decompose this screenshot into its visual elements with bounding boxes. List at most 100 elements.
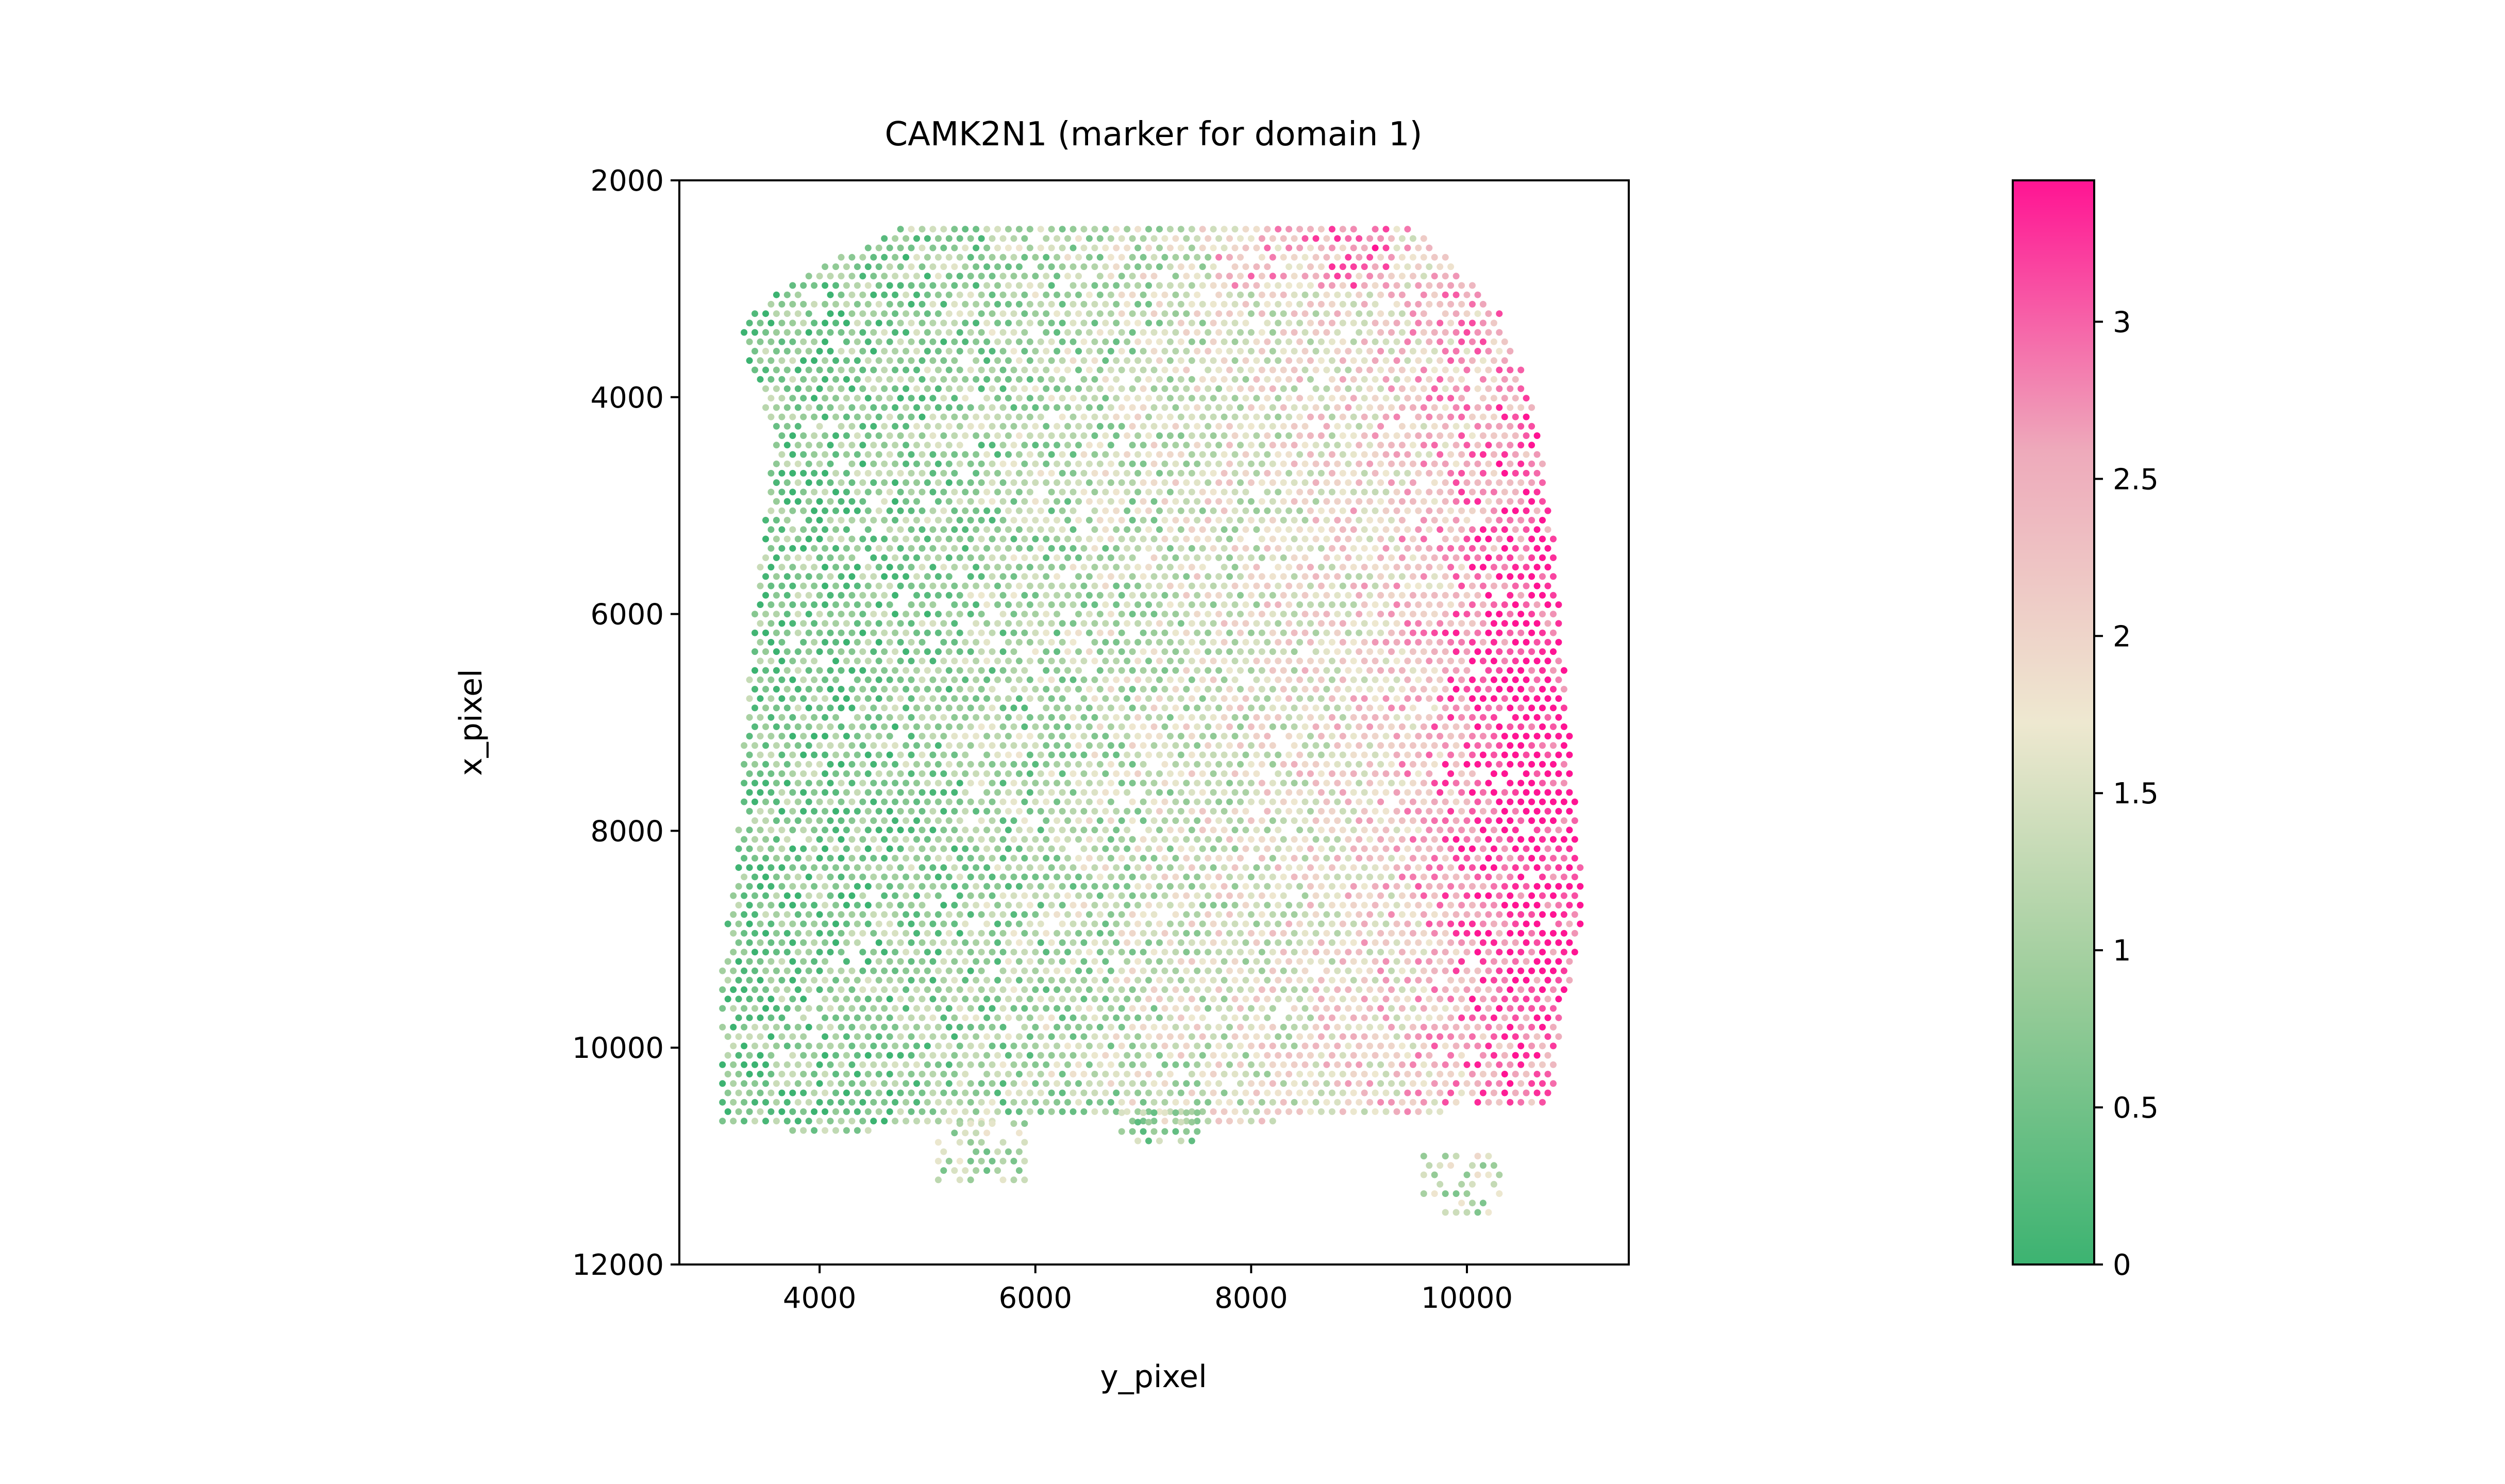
spot [794, 667, 801, 674]
spot [956, 798, 963, 805]
spot [1312, 366, 1320, 374]
spot [1253, 770, 1260, 777]
spot [989, 348, 996, 355]
spot [1113, 714, 1120, 721]
spot [1140, 310, 1147, 317]
spot [1070, 676, 1077, 683]
spot [1388, 554, 1395, 561]
spot [838, 742, 845, 749]
spot [1210, 357, 1217, 364]
spot [1096, 798, 1104, 805]
spot [1215, 629, 1223, 636]
spot [908, 545, 915, 552]
spot [843, 564, 850, 571]
spot [913, 873, 920, 881]
spot [1059, 733, 1066, 740]
spot [767, 789, 775, 796]
spot [1404, 282, 1411, 289]
spot [789, 395, 796, 402]
spot [924, 742, 931, 749]
spot [1026, 601, 1033, 608]
spot [1221, 376, 1228, 383]
spot [1377, 366, 1384, 374]
spot [1372, 282, 1379, 289]
spot [1317, 432, 1325, 439]
spot [1118, 517, 1125, 524]
spot [1479, 357, 1487, 364]
spot [1550, 780, 1557, 787]
spot [1393, 300, 1400, 308]
spot [881, 686, 888, 693]
spot [822, 676, 829, 683]
spot [783, 629, 791, 636]
spot [1183, 310, 1190, 317]
spot [1550, 723, 1557, 730]
spot [864, 395, 872, 402]
spot [1010, 742, 1017, 749]
spot [773, 780, 780, 787]
spot [924, 855, 931, 862]
spot [870, 423, 877, 430]
spot [1210, 733, 1217, 740]
spot [870, 404, 877, 411]
spot [924, 573, 931, 580]
spot [1183, 648, 1190, 655]
spot [1161, 385, 1168, 392]
spot [1528, 498, 1535, 505]
spot [1426, 864, 1433, 871]
spot [1086, 442, 1093, 449]
spot [1129, 348, 1136, 355]
spot [1037, 263, 1044, 271]
spot [1474, 780, 1481, 787]
spot [1377, 460, 1384, 467]
spot [1452, 554, 1460, 561]
spot [1015, 827, 1023, 834]
spot [1253, 263, 1260, 271]
spot [1452, 648, 1460, 655]
spot [1334, 498, 1341, 505]
spot [1264, 263, 1271, 271]
spot [994, 507, 1001, 514]
spot [1096, 498, 1104, 505]
spot [1237, 780, 1244, 787]
spot [1317, 695, 1325, 702]
spot [1194, 761, 1201, 768]
spot [886, 469, 893, 477]
spot [1032, 554, 1039, 561]
spot [1296, 638, 1304, 646]
spot [1199, 564, 1206, 571]
spot [1107, 780, 1114, 787]
spot [1096, 235, 1104, 242]
spot [1339, 526, 1346, 533]
spot [1485, 780, 1492, 787]
spot [800, 564, 807, 571]
spot [1269, 310, 1276, 317]
spot [1393, 488, 1400, 496]
spot [1431, 723, 1438, 730]
spot [1026, 376, 1033, 383]
spot [881, 667, 888, 674]
spot [1264, 845, 1271, 852]
spot [1005, 319, 1012, 327]
spot [1064, 498, 1071, 505]
spot [1356, 404, 1363, 411]
spot [1194, 535, 1201, 543]
spot [843, 789, 850, 796]
spot [918, 564, 926, 571]
spot [1291, 329, 1298, 336]
spot [1544, 545, 1551, 552]
spot [1328, 620, 1335, 627]
spot [1317, 864, 1325, 871]
spot [1404, 864, 1411, 871]
spot [886, 845, 893, 852]
spot [929, 545, 937, 552]
spot [1296, 226, 1304, 233]
spot [751, 310, 758, 317]
spot [1431, 329, 1438, 336]
spot [1280, 554, 1287, 561]
spot [1005, 282, 1012, 289]
spot [1059, 488, 1066, 496]
spot [951, 545, 958, 552]
spot [1102, 601, 1109, 608]
spot [1361, 488, 1368, 496]
